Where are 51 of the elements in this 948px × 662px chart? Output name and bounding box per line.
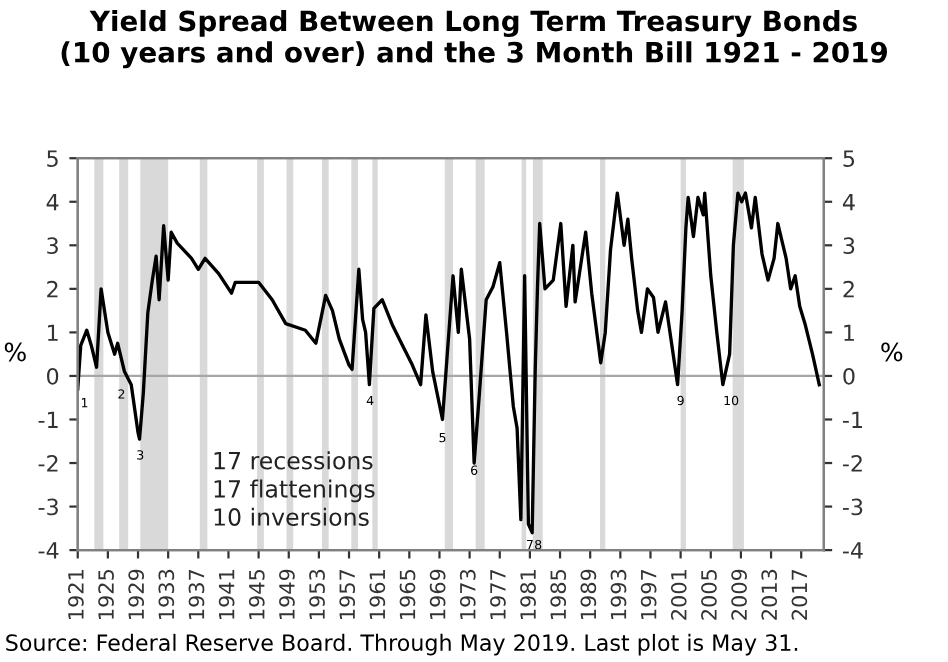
annotation: 17 recessions 17 flattenings 10 inversions (214, 451, 375, 526)
y-tick-label: 5 (47, 150, 58, 167)
y-tick-label: -3 (38, 498, 58, 516)
x-tick-label: 1969 (429, 569, 446, 619)
y2-tick-label: 2 (843, 280, 854, 298)
y-axis-title: % (4, 342, 26, 362)
x-tick-label: 1949 (279, 569, 295, 619)
x-tick-label: 1957 (339, 569, 356, 619)
y2-tick-label: -3 (842, 498, 863, 516)
x-tick-label: 1985 (550, 570, 567, 619)
x-tick-label: 2005 (701, 570, 717, 620)
x-tick-label: 1929 (128, 569, 145, 619)
x-tick-label: 1945 (248, 570, 265, 619)
x-tick-label: 1941 (218, 570, 235, 619)
x-tick-label: 1953 (309, 569, 325, 619)
line-series (77, 191, 821, 535)
y-tick-label: 3 (47, 237, 58, 255)
x-tick-label: 1933 (158, 569, 175, 619)
y-tick-label: -2 (38, 454, 58, 472)
y2-tick-label: 1 (844, 324, 854, 341)
x-tick-label: 2001 (670, 570, 687, 620)
y2-tick-label: -2 (842, 454, 862, 472)
x-tick-label: 1921 (68, 570, 84, 619)
y-tick-label: -4 (38, 542, 59, 559)
y2-tick-label: -1 (842, 411, 862, 428)
x-tick-label: 1993 (610, 569, 627, 619)
y2-tick-label: -4 (842, 542, 863, 559)
y-tick-label: 4 (46, 194, 59, 211)
x-tick-label: 1973 (459, 569, 476, 619)
y2-tick-label: 4 (842, 194, 855, 211)
x-tick-label: 1981 (520, 570, 536, 619)
x-tick-label: 1937 (188, 569, 205, 619)
y2-tick-label: 0 (843, 367, 855, 385)
x-tick-label: 1989 (580, 569, 597, 619)
y-tick-label: -1 (38, 411, 58, 428)
y2-axis-title: % (881, 342, 903, 362)
x-tick-label: 2017 (791, 569, 808, 620)
x-tick-label: 1977 (490, 569, 506, 619)
source-note: Source: Federal Reserve Board. Through May 2019. Last plot is May 31. (6, 633, 798, 656)
y2-tick-label: 5 (843, 150, 855, 167)
y2-tick-label: 3 (843, 237, 855, 255)
x-tick-label: 1961 (369, 570, 386, 619)
x-tick-label: 2009 (731, 569, 747, 620)
x-tick-label: 1965 (399, 570, 416, 619)
chart-title: Yield Spread Between Long Term Treasury Bonds (10 years and over) and the 3 Month Bill 1921 - 2019 (61, 9, 888, 69)
y-tick-label: 0 (47, 367, 59, 385)
x-tick-label: 1997 (640, 569, 657, 619)
x-tick-label: 2013 (761, 569, 778, 620)
x-tick-label: 1925 (98, 570, 114, 619)
y-tick-label: 2 (47, 280, 58, 298)
y-tick-label: 1 (47, 324, 58, 341)
